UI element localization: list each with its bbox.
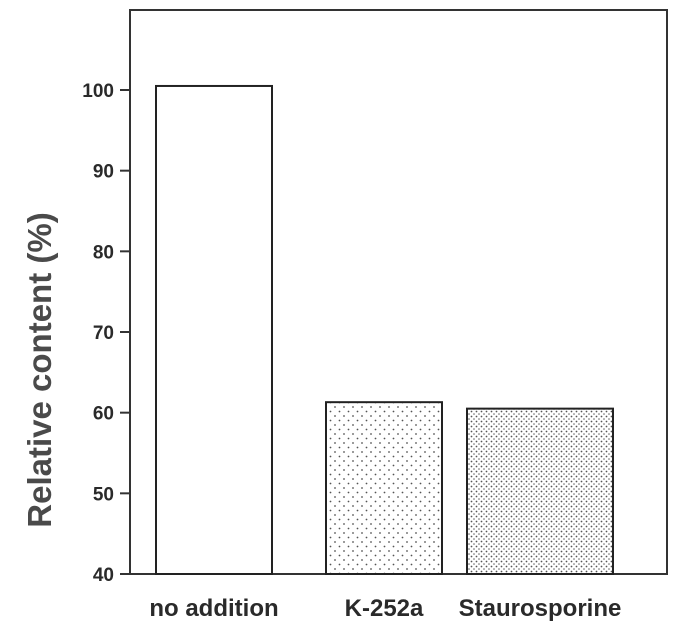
x-axis-category-labels: no addition K-252a Staurosporine (149, 595, 621, 622)
bars (155, 84, 614, 575)
y-axis-tick-labels: 40 50 60 70 80 90 100 (82, 81, 114, 586)
y-tick-label: 50 (93, 484, 114, 505)
x-category-label: no addition (149, 595, 278, 622)
bar-staurosporine (466, 407, 614, 575)
y-tick-label: 70 (93, 323, 114, 344)
x-category-label: K-252a (345, 595, 424, 622)
y-axis-title: Relative content (%) (21, 212, 58, 527)
y-tick-label: 100 (82, 81, 114, 102)
y-tick-label: 60 (93, 404, 114, 425)
bar-k-252a (325, 401, 443, 575)
y-tick-label: 80 (93, 242, 114, 263)
y-axis-ticks (120, 89, 130, 575)
y-tick-label: 40 (93, 565, 114, 586)
y-tick-label: 90 (93, 162, 114, 183)
x-category-label: Staurosporine (459, 595, 622, 622)
bar-no-addition (155, 84, 273, 575)
